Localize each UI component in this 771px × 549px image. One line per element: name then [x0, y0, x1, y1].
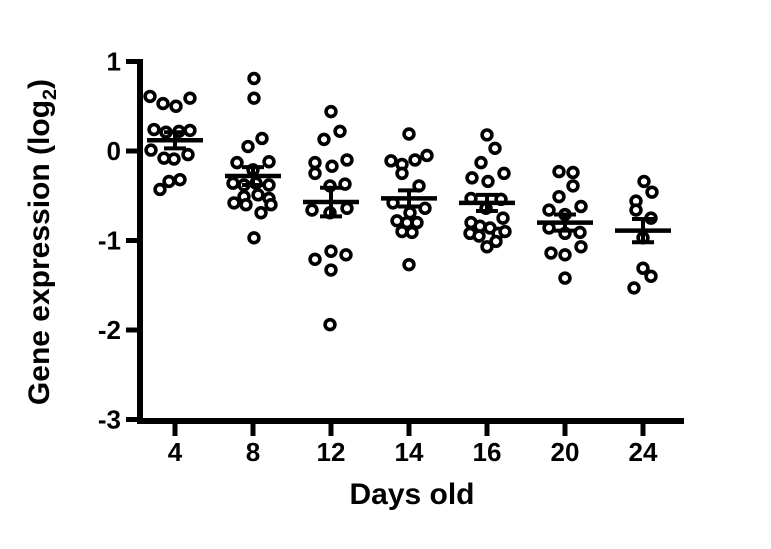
data-point [558, 271, 572, 285]
data-point [338, 177, 352, 191]
data-point [144, 143, 158, 157]
data-point [558, 248, 572, 262]
data-point [262, 178, 276, 192]
data-point [410, 215, 424, 230]
data-point [629, 203, 643, 217]
data-point [325, 159, 339, 173]
data-point [472, 229, 486, 243]
data-point [305, 203, 319, 217]
data-point [308, 252, 322, 266]
data-point [251, 188, 265, 202]
data-point [644, 269, 658, 283]
data-point [227, 196, 241, 210]
data-point [324, 263, 338, 277]
data-point [574, 199, 588, 214]
data-point [169, 99, 183, 113]
data-point [418, 201, 432, 215]
data-point [340, 201, 354, 215]
data-point [183, 123, 197, 138]
data-point [147, 122, 161, 137]
x-tick-label: 8 [246, 437, 260, 467]
data-point [241, 139, 255, 154]
data-point [480, 128, 494, 142]
data-point [324, 104, 338, 119]
x-tick-label: 24 [629, 437, 658, 467]
y-axis-title-subscript: 2 [39, 88, 61, 100]
data-point [153, 182, 167, 197]
data-point [247, 71, 261, 86]
y-axis-title-text: Gene expression (log [23, 99, 56, 406]
x-tick-label: 12 [317, 437, 346, 467]
data-point [566, 165, 580, 180]
x-tick-label: 20 [551, 437, 580, 467]
data-point [420, 148, 434, 163]
y-tick-label: -2 [98, 315, 121, 345]
y-tick-label: 1 [107, 47, 121, 77]
data-point [308, 155, 322, 170]
data-point [308, 166, 322, 181]
data-point [264, 198, 278, 212]
data-point [390, 214, 404, 228]
data-point [339, 248, 353, 262]
y-axis-title: Gene expression (log2) [23, 42, 61, 442]
data-point [552, 189, 566, 204]
data-point [162, 174, 176, 189]
data-point [474, 155, 488, 170]
x-tick-label: 14 [395, 437, 424, 467]
data-point [497, 166, 511, 181]
data-point [167, 152, 181, 166]
x-tick-label: 16 [473, 437, 502, 467]
data-point [636, 261, 650, 275]
y-tick-label: -1 [98, 226, 121, 256]
data-point [566, 179, 580, 193]
data-point [317, 132, 331, 147]
data-point [573, 225, 587, 240]
data-point [465, 171, 479, 185]
data-point [384, 154, 398, 168]
data-point [498, 224, 512, 239]
data-point [488, 141, 502, 156]
data-point [627, 281, 641, 295]
data-point [544, 246, 558, 260]
data-point [226, 176, 240, 190]
data-point [542, 203, 556, 217]
data-point [489, 234, 503, 249]
y-tick-label: 0 [107, 136, 121, 166]
data-point [254, 206, 268, 220]
data-point [340, 153, 354, 167]
data-point [173, 172, 187, 187]
data-point [333, 124, 347, 139]
data-point [247, 91, 261, 105]
data-point [183, 91, 197, 105]
data-point [574, 240, 588, 254]
data-point [230, 155, 244, 170]
data-point [637, 174, 651, 189]
data-point [323, 317, 337, 332]
data-point [405, 225, 419, 240]
data-point [408, 153, 422, 167]
x-tick-label: 4 [168, 437, 183, 467]
x-axis-title: Days old [349, 478, 475, 511]
data-point [402, 257, 416, 272]
data-point [496, 211, 510, 225]
data-point [481, 174, 495, 189]
data-point [645, 185, 659, 199]
y-tick-label: -3 [98, 405, 121, 435]
data-point [239, 198, 253, 212]
data-point [324, 244, 338, 258]
data-point [181, 147, 195, 162]
data-point [247, 231, 261, 245]
data-point [262, 155, 276, 169]
data-point [143, 89, 157, 104]
data-point [156, 96, 170, 111]
data-point [255, 131, 269, 146]
data-point [402, 127, 416, 141]
data-point [395, 166, 409, 181]
data-point [552, 164, 566, 179]
y-axis-title-suffix: ) [23, 78, 56, 89]
data-point [480, 240, 494, 254]
